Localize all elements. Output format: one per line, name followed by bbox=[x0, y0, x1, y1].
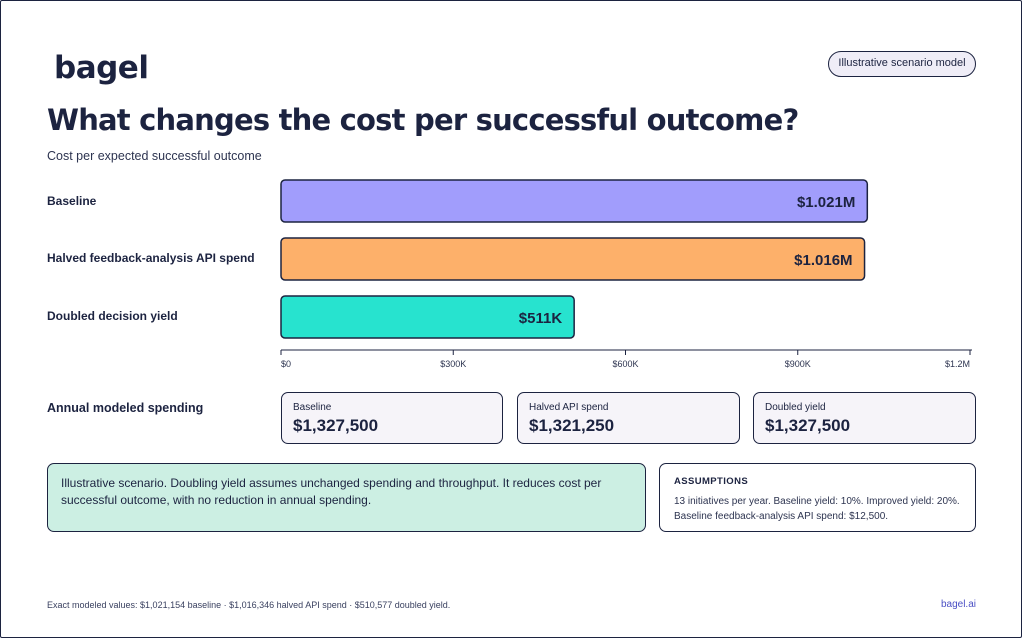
assumptions-box: ASSUMPTIONS 13 initiatives per year. Bas… bbox=[659, 463, 976, 532]
scenario-badge: Illustrative scenario model bbox=[828, 51, 976, 77]
annual-card-baseline: Baseline $1,327,500 bbox=[281, 392, 503, 444]
annual-spending-label: Annual modeled spending bbox=[47, 401, 204, 415]
chart-subtitle: Cost per expected successful outcome bbox=[47, 149, 262, 163]
annual-card-label: Doubled yield bbox=[765, 402, 826, 413]
footer-site-link[interactable]: bagel.ai bbox=[940, 599, 976, 610]
bar-1 bbox=[280, 237, 866, 281]
bar-value-label-2: $511K bbox=[519, 310, 563, 327]
bagel-logo[interactable]: bagel bbox=[54, 50, 149, 86]
footer-exact-values: Exact modeled values: $1,021,154 baselin… bbox=[47, 600, 451, 610]
x-tick-label-2: $600K bbox=[612, 359, 638, 369]
x-tick-label-0: $0 bbox=[281, 359, 291, 369]
x-tick-label-3: $900K bbox=[785, 359, 811, 369]
annual-card-label: Halved API spend bbox=[529, 402, 609, 413]
annual-card-value: $1,327,500 bbox=[765, 416, 851, 435]
assumptions-text: 13 initiatives per year. Baseline yield:… bbox=[674, 496, 960, 522]
annual-card-halved-api: Halved API spend $1,321,250 bbox=[517, 392, 740, 444]
assumptions-heading: ASSUMPTIONS bbox=[674, 476, 749, 487]
annual-card-label: Baseline bbox=[293, 402, 332, 413]
x-tick-label-4: $1.2M bbox=[945, 359, 970, 369]
annual-card-value: $1,321,250 bbox=[529, 416, 615, 435]
category-label-halved-api: Halved feedback-analysis API spend bbox=[47, 251, 255, 265]
x-tick-label-1: $300K bbox=[440, 359, 466, 369]
bar-value-label-1: $1.016M bbox=[794, 252, 852, 269]
cost-bar-chart: $1.021M $1.016M $511K $0 $300K $600K $900K $1.2… bbox=[280, 179, 972, 369]
bar-2 bbox=[280, 295, 575, 339]
scenario-note: Illustrative scenario. Doubling yield as… bbox=[47, 463, 646, 532]
bar-0 bbox=[280, 179, 869, 223]
category-label-doubled-yield: Doubled decision yield bbox=[47, 309, 178, 323]
annual-card-doubled-yield: Doubled yield $1,327,500 bbox=[753, 392, 976, 444]
page-title: What changes the cost per successful out… bbox=[47, 103, 799, 137]
annual-card-value: $1,327,500 bbox=[293, 416, 379, 435]
category-label-baseline: Baseline bbox=[47, 194, 97, 208]
bar-value-label-0: $1.021M bbox=[797, 194, 855, 211]
